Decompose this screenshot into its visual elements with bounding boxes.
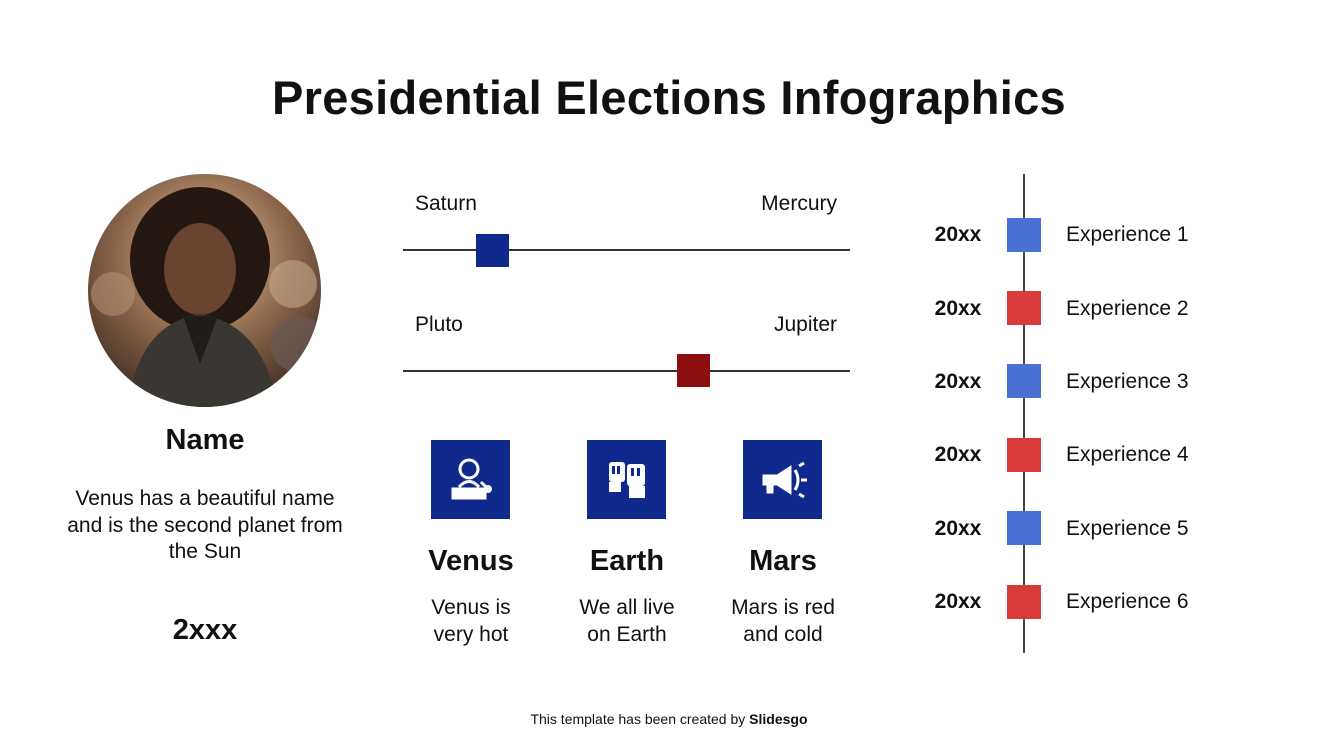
timeline-label: Experience 2 — [1066, 297, 1189, 320]
candidate-name: Name — [165, 424, 245, 456]
timeline-marker — [1007, 364, 1041, 398]
candidate-photo — [88, 174, 321, 407]
timeline-axis — [1023, 174, 1025, 653]
slider-2-right-label: Jupiter — [773, 313, 837, 336]
card-venus-title: Venus — [428, 545, 514, 577]
page-title: Presidential Elections Infographics — [271, 71, 1067, 124]
slider-2-knob[interactable] — [677, 354, 711, 387]
card-mars-description: Mars is red and cold — [731, 596, 835, 646]
timeline-marker — [1007, 438, 1041, 472]
candidate-description: Venus has a beautiful name and is the se… — [67, 487, 343, 563]
slider-2-track — [403, 370, 850, 372]
card-mars-title: Mars — [749, 545, 817, 577]
timeline-marker — [1007, 291, 1041, 325]
slider-1-right-label: Mercury — [761, 192, 837, 215]
footer-text: This template has been created by — [530, 711, 750, 727]
speaker-podium-icon — [431, 440, 510, 519]
raised-fists-icon — [587, 440, 666, 519]
card-earth-description: We all live on Earth — [579, 596, 675, 646]
megaphone-icon — [743, 440, 822, 519]
timeline-marker — [1007, 218, 1041, 252]
slider-2-left-label: Pluto — [415, 313, 463, 336]
timeline-year: 20xx — [934, 443, 982, 466]
card-earth-title: Earth — [589, 545, 665, 577]
timeline-label: Experience 1 — [1066, 223, 1189, 246]
card-venus-description: Venus is very hot — [431, 596, 511, 646]
timeline-year: 20xx — [934, 370, 982, 393]
slider-1-track — [403, 249, 850, 251]
slider-1-left-label: Saturn — [415, 192, 477, 215]
timeline-year: 20xx — [934, 590, 982, 613]
timeline-marker — [1007, 511, 1041, 545]
timeline-year: 20xx — [934, 297, 982, 320]
timeline-label: Experience 5 — [1066, 517, 1189, 540]
timeline-label: Experience 3 — [1066, 370, 1189, 393]
timeline-label: Experience 4 — [1066, 443, 1189, 466]
candidate-year: 2xxx — [172, 614, 238, 646]
timeline-year: 20xx — [934, 517, 982, 540]
slider-1-knob[interactable] — [475, 234, 509, 267]
footer-brand[interactable]: Slidesgo — [749, 711, 808, 727]
timeline-marker — [1007, 585, 1041, 619]
footer-credit: This template has been created by Slides… — [0, 711, 1338, 727]
timeline-label: Experience 6 — [1066, 590, 1189, 613]
timeline-year: 20xx — [934, 223, 982, 246]
